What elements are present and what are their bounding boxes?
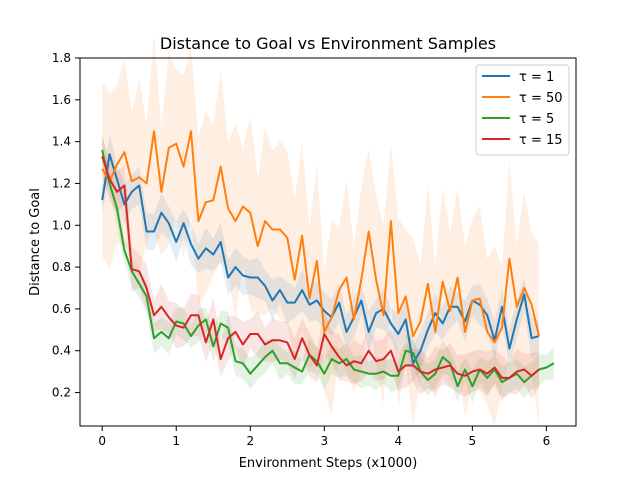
x-tick-label: 3 <box>320 434 328 448</box>
plot-area-frame <box>79 57 577 427</box>
y-tick-label: 1.6 <box>52 93 71 107</box>
y-axis-ticks: 0.2 0.4 0.6 0.8 1.0 1.2 1.4 1.6 1.8 <box>52 51 80 400</box>
variance-band <box>102 136 539 401</box>
x-tick-label: 5 <box>469 434 477 448</box>
legend-label: τ = 5 <box>519 112 554 127</box>
y-tick-label: 1.0 <box>52 218 71 232</box>
y-tick-label: 1.8 <box>52 51 71 65</box>
x-tick-label: 4 <box>395 434 403 448</box>
y-tick-label: 0.2 <box>52 386 71 400</box>
legend-label: τ = 15 <box>519 133 563 148</box>
series-line <box>101 130 540 344</box>
series-line <box>101 149 555 388</box>
legend-box <box>475 64 570 156</box>
y-tick-label: 0.8 <box>52 260 71 274</box>
variance-band <box>102 133 554 404</box>
legend-label: τ = 1 <box>519 70 554 85</box>
legend-label: τ = 50 <box>519 91 563 106</box>
y-axis-label: Distance to Goal <box>28 188 43 296</box>
y-tick-label: 0.4 <box>52 344 71 358</box>
x-axis-ticks: 0 1 2 3 4 5 6 <box>98 426 550 448</box>
variance-band <box>102 133 539 383</box>
x-axis-label: Environment Steps (x1000) <box>239 456 418 471</box>
series-lines <box>101 130 555 388</box>
y-tick-label: 1.2 <box>52 176 71 190</box>
x-tick-label: 0 <box>98 434 106 448</box>
legend: τ = 1 τ = 50 τ = 5 τ = 15 <box>475 64 570 156</box>
series-line <box>101 155 540 379</box>
y-tick-label: 0.6 <box>52 302 71 316</box>
x-tick-label: 6 <box>543 434 551 448</box>
x-tick-label: 1 <box>172 434 180 448</box>
y-tick-label: 1.4 <box>52 135 71 149</box>
chart-title: Distance to Goal vs Environment Samples <box>160 34 496 53</box>
x-tick-label: 2 <box>246 434 254 448</box>
